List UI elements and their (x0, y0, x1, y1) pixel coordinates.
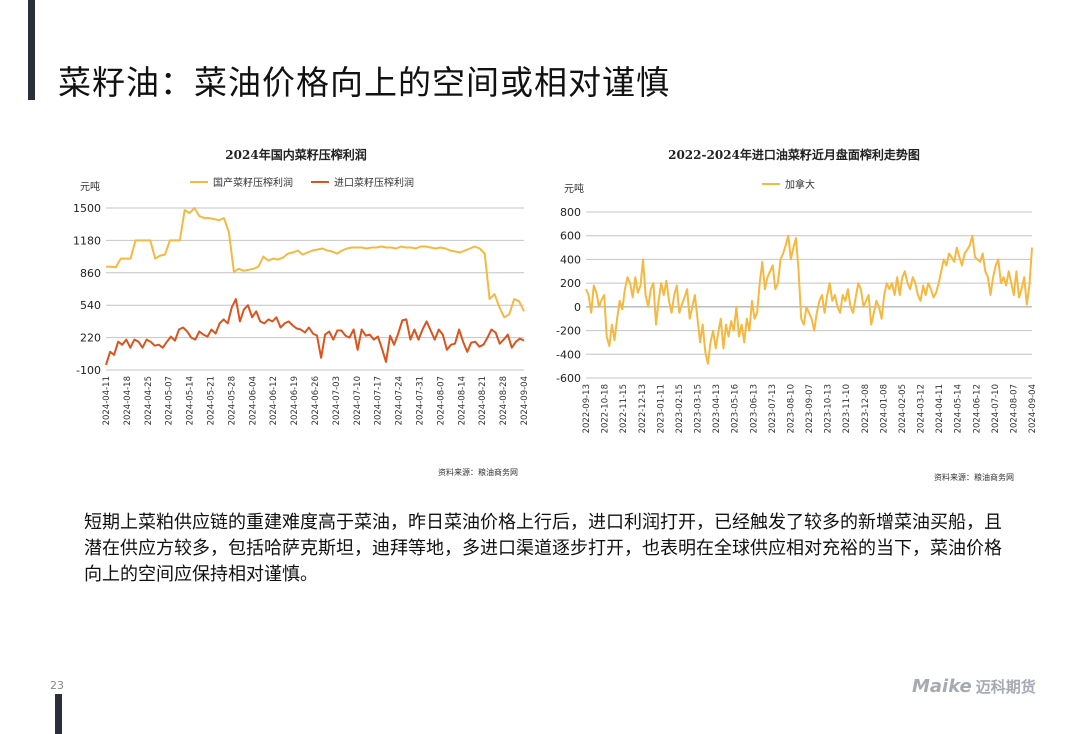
legend-swatch (190, 180, 208, 183)
x-tick-label: 2023-09-07 (805, 384, 815, 433)
y-tick-label: 1180 (73, 234, 101, 247)
x-tick-label: 2023-07-13 (768, 384, 778, 433)
x-tick-label: 2024-06-19 (290, 376, 300, 425)
y-tick-label: 600 (560, 230, 581, 243)
x-tick-label: 2024-04-18 (123, 376, 133, 425)
y-tick-label: -600 (556, 372, 581, 385)
x-tick-label: 2024-07-31 (416, 376, 426, 425)
accent-bar-top (28, 0, 35, 100)
x-tick-label: 2024-07-03 (332, 376, 342, 425)
legend-label: 国产菜籽压榨利润 (213, 178, 293, 189)
x-tick-label: 2024-02-05 (898, 384, 908, 433)
x-tick-label: 2024-05-14 (186, 376, 196, 425)
x-tick-label: 2023-05-16 (731, 384, 741, 433)
chart-title: 2022-2024年进口油菜籽近月盘面榨利走势图 (668, 148, 920, 162)
y-tick-label: -100 (76, 364, 101, 377)
logo-text-cn: 迈科期货 (975, 678, 1036, 696)
y-axis-unit: 元吨 (80, 182, 100, 193)
x-tick-label: 2022-10-18 (601, 384, 611, 433)
y-tick-label: -200 (556, 325, 581, 338)
company-logo: Maike 迈科期货 (912, 676, 1036, 697)
y-tick-label: 220 (80, 332, 101, 345)
data-source: 资料来源：粮油商务网 (934, 473, 1014, 482)
x-tick-label: 2024-09-04 (520, 376, 530, 425)
x-tick-label: 2024-08-28 (499, 376, 509, 425)
x-tick-label: 2024-04-25 (144, 376, 154, 425)
data-source: 资料来源：粮油商务网 (438, 468, 518, 477)
chart-title: 2024年国内菜籽压榨利润 (225, 148, 367, 162)
chart-legend: 国产菜籽压榨利润 进口菜籽压榨利润 (190, 174, 414, 189)
x-tick-label: 2023-03-15 (694, 384, 704, 433)
y-tick-label: 200 (560, 277, 581, 290)
x-tick-label: 2024-06-12 (269, 376, 279, 425)
x-tick-label: 2022-11-15 (619, 384, 629, 433)
x-tick-label: 2022-09-13 (582, 384, 592, 433)
chart-panel-domestic: 2024年国内菜籽压榨利润 元吨 国产菜籽压榨利润 进口菜籽压榨利润 -100 2… (58, 140, 534, 490)
x-tick-label: 2023-04-13 (712, 384, 722, 433)
legend-label: 进口菜籽压榨利润 (334, 178, 414, 189)
accent-bar-bottom (55, 694, 62, 734)
x-tick-label: 2024-07-10 (991, 384, 1001, 433)
x-tick-label: 2024-08-07 (436, 376, 446, 425)
y-tick-label: -400 (556, 348, 581, 361)
x-tick-label: 2023-11-10 (842, 384, 852, 433)
x-tick-label: 2023-12-08 (861, 384, 871, 433)
x-tick-label: 2024-04-11 (102, 376, 112, 425)
y-tick-label: 860 (80, 267, 101, 280)
x-tick-label: 2024-04-11 (935, 384, 945, 433)
x-tick-label: 2024-07-10 (353, 376, 363, 425)
series-line (106, 207, 525, 319)
chart-legend: 加拿大 (762, 176, 815, 191)
y-tick-label: 400 (560, 253, 581, 266)
legend-swatch (762, 182, 780, 185)
y-tick-label: 540 (80, 299, 101, 312)
page-number: 23 (50, 679, 64, 692)
x-tick-label: 2024-08-14 (457, 376, 467, 425)
series-line (105, 298, 525, 366)
x-tick-label: 2024-08-21 (478, 376, 488, 425)
x-tick-label: 2024-07-17 (374, 376, 384, 425)
y-axis-unit: 元吨 (564, 184, 584, 195)
y-tick-label: 0 (574, 301, 581, 314)
body-paragraph: 短期上菜粕供应链的重建难度高于菜油，昨日菜油价格上行后，进口利润打开，已经触发了… (84, 512, 1002, 585)
line-chart-domestic: -100 220 540 860 1180 1500 2024-04-11 2024-04-1… (73, 202, 530, 425)
x-tick-label: 2024-03-12 (917, 384, 927, 433)
legend-item-canada: 加拿大 (762, 176, 815, 191)
x-tick-label: 2024-01-08 (879, 384, 889, 433)
x-tick-label: 2024-06-26 (311, 376, 321, 425)
x-tick-label: 2024-05-07 (165, 376, 175, 425)
x-tick-label: 2023-06-13 (749, 384, 759, 433)
x-tick-label: 2023-10-13 (824, 384, 834, 433)
x-tick-label: 2023-08-10 (786, 384, 796, 433)
x-tick-label: 2024-05-28 (227, 376, 237, 425)
x-tick-label: 2024-09-04 (1028, 384, 1038, 433)
x-tick-label: 2023-01-11 (656, 384, 666, 433)
slide-title: 菜籽油：菜油价格向上的空间或相对谨慎 (58, 63, 670, 102)
x-tick-label: 2024-07-24 (395, 376, 405, 425)
legend-item-imported: 进口菜籽压榨利润 (311, 174, 414, 189)
x-tick-label: 2022-12-13 (638, 384, 648, 433)
logo-text-en: Maike (912, 676, 972, 697)
x-tick-label: 2023-02-15 (675, 384, 685, 433)
x-tick-label: 2024-08-07 (1009, 384, 1019, 433)
y-tick-label: 800 (560, 206, 581, 219)
x-tick-label: 2024-05-14 (954, 384, 964, 433)
legend-item-domestic: 国产菜籽压榨利润 (190, 174, 293, 189)
legend-label: 加拿大 (785, 180, 815, 191)
y-tick-label: 1500 (73, 202, 101, 215)
series-line (585, 234, 1033, 365)
legend-swatch (311, 180, 329, 183)
x-tick-label: 2024-06-04 (248, 376, 258, 425)
chart-panel-canada: 2022-2024年进口油菜籽近月盘面榨利走势图 元吨 加拿大 -600 -400… (544, 140, 1044, 490)
x-tick-label: 2024-06-12 (972, 384, 982, 433)
x-tick-label: 2024-05-21 (207, 376, 217, 425)
line-chart-canada: -600 -400 -200 0 200 400 600 800 2022-09-13 2022-… (556, 206, 1038, 433)
